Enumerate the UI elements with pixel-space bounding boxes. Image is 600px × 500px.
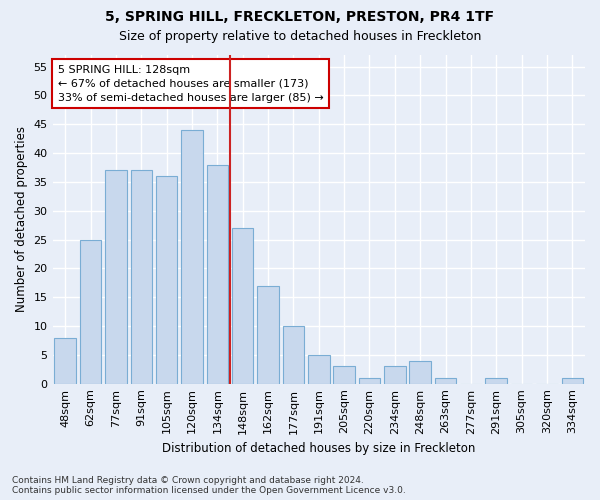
Bar bbox=[485, 378, 507, 384]
Y-axis label: Number of detached properties: Number of detached properties bbox=[15, 126, 28, 312]
Text: Size of property relative to detached houses in Freckleton: Size of property relative to detached ho… bbox=[119, 30, 481, 43]
Bar bbox=[409, 360, 431, 384]
Bar bbox=[105, 170, 127, 384]
Bar bbox=[435, 378, 457, 384]
Bar bbox=[308, 355, 329, 384]
Text: Contains HM Land Registry data © Crown copyright and database right 2024.
Contai: Contains HM Land Registry data © Crown c… bbox=[12, 476, 406, 495]
Bar bbox=[283, 326, 304, 384]
Bar bbox=[384, 366, 406, 384]
Bar bbox=[232, 228, 253, 384]
Bar bbox=[156, 176, 178, 384]
Bar bbox=[359, 378, 380, 384]
Bar bbox=[181, 130, 203, 384]
X-axis label: Distribution of detached houses by size in Freckleton: Distribution of detached houses by size … bbox=[162, 442, 475, 455]
Bar bbox=[206, 164, 228, 384]
Bar bbox=[257, 286, 279, 384]
Bar bbox=[55, 338, 76, 384]
Bar bbox=[131, 170, 152, 384]
Text: 5, SPRING HILL, FRECKLETON, PRESTON, PR4 1TF: 5, SPRING HILL, FRECKLETON, PRESTON, PR4… bbox=[106, 10, 494, 24]
Bar bbox=[334, 366, 355, 384]
Text: 5 SPRING HILL: 128sqm
← 67% of detached houses are smaller (173)
33% of semi-det: 5 SPRING HILL: 128sqm ← 67% of detached … bbox=[58, 65, 323, 103]
Bar bbox=[562, 378, 583, 384]
Bar bbox=[80, 240, 101, 384]
